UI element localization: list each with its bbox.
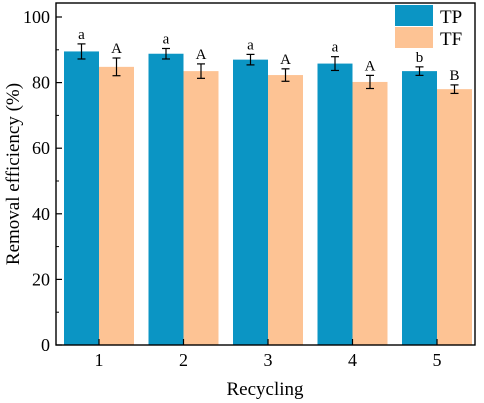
significance-label-tp-5: b	[416, 50, 424, 66]
legend-label-tf: TF	[440, 29, 462, 50]
error-bar-tp-4	[331, 56, 339, 72]
legend-swatch-tp	[395, 5, 433, 26]
error-bar-tf-4	[366, 74, 374, 90]
bars-layer	[64, 51, 472, 346]
y-tick-label-80: 80	[32, 73, 50, 93]
bar-tf-4	[352, 81, 388, 345]
y-axis-ticks: 0 20 40 60 80 100	[23, 7, 62, 355]
error-bar-tf-2	[197, 63, 205, 79]
significance-label-tf-2: A	[196, 47, 207, 63]
significance-labels-layer: a a a a b A A A A B	[78, 27, 459, 84]
error-bars-layer	[77, 43, 459, 95]
significance-label-tf-4: A	[365, 58, 376, 74]
y-tick-label-0: 0	[41, 335, 50, 355]
bar-tf-3	[268, 75, 303, 345]
bar-tf-1	[99, 66, 134, 345]
y-tick-label-40: 40	[32, 204, 50, 224]
error-bar-tf-3	[281, 68, 290, 82]
y-tick-label-60: 60	[32, 138, 50, 158]
bar-tf-2	[183, 71, 219, 346]
significance-label-tp-1: a	[78, 27, 85, 43]
x-tick-label-5: 5	[433, 350, 442, 370]
legend-swatch-tf	[395, 27, 433, 48]
bar-tf-5	[437, 89, 472, 345]
legend-label-tp: TP	[440, 7, 462, 28]
x-tick-label-3: 3	[264, 350, 273, 370]
bar-tp-1	[64, 51, 99, 345]
error-bar-tf-5	[450, 84, 459, 95]
x-axis-ticks: 1 2 3 4 5	[95, 339, 442, 370]
bar-tp-5	[402, 71, 437, 346]
x-tick-label-1: 1	[95, 350, 104, 370]
bar-tp-4	[317, 63, 353, 346]
significance-label-tp-3: a	[247, 37, 254, 53]
error-bar-tp-1	[77, 43, 86, 60]
significance-label-tf-1: A	[111, 41, 122, 57]
significance-label-tf-5: B	[449, 68, 459, 84]
x-tick-label-2: 2	[179, 350, 188, 370]
significance-label-tp-2: a	[163, 31, 170, 47]
significance-label-tp-4: a	[332, 40, 339, 56]
x-tick-label-4: 4	[348, 350, 357, 370]
significance-label-tf-3: A	[280, 52, 291, 68]
y-tick-label-100: 100	[23, 7, 50, 27]
legend: TP TF	[395, 5, 462, 50]
error-bar-tp-3	[246, 53, 255, 66]
bar-tp-3	[233, 59, 268, 345]
y-axis-label: Removal efficiency (%)	[3, 83, 24, 265]
y-tick-label-20: 20	[32, 269, 50, 289]
error-bar-tf-1	[112, 57, 121, 77]
error-bar-tp-2	[162, 47, 170, 60]
plot-frame	[55, 2, 476, 346]
x-axis-label: Recycling	[226, 379, 304, 400]
bar-tp-2	[148, 53, 184, 346]
error-bar-tp-5	[415, 66, 424, 76]
